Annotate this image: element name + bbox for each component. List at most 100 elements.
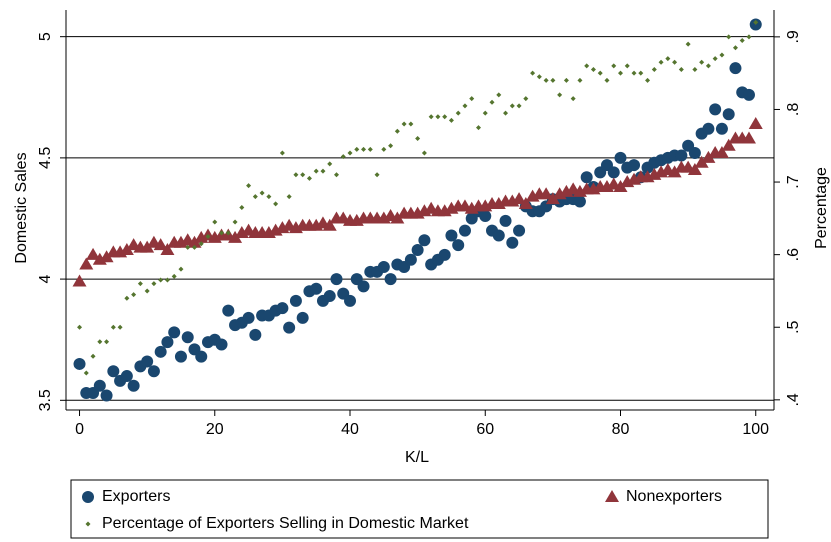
point bbox=[563, 77, 569, 83]
point bbox=[79, 257, 94, 270]
point bbox=[404, 253, 417, 266]
point bbox=[509, 103, 515, 109]
y-tick-label: 5 bbox=[37, 32, 54, 41]
point bbox=[215, 338, 228, 351]
point bbox=[228, 230, 243, 243]
point bbox=[117, 324, 123, 330]
point bbox=[384, 273, 397, 286]
point bbox=[675, 149, 688, 162]
point bbox=[573, 195, 586, 208]
point bbox=[714, 146, 729, 159]
legend-marker bbox=[82, 491, 94, 503]
point bbox=[726, 34, 732, 40]
point bbox=[539, 187, 554, 200]
point bbox=[496, 92, 502, 98]
point bbox=[212, 219, 218, 225]
point bbox=[83, 370, 89, 376]
point bbox=[205, 233, 211, 239]
point bbox=[702, 122, 715, 135]
point bbox=[354, 146, 360, 152]
point bbox=[259, 190, 265, 196]
legend-label: Percentage of Exporters Selling in Domes… bbox=[102, 515, 469, 532]
point bbox=[729, 62, 742, 75]
point bbox=[361, 146, 367, 152]
point bbox=[590, 67, 596, 73]
point bbox=[273, 201, 279, 207]
point bbox=[672, 59, 678, 65]
point bbox=[503, 110, 509, 116]
point bbox=[131, 292, 137, 298]
point bbox=[692, 67, 698, 73]
point bbox=[513, 224, 526, 237]
y2-tick-label: .9 bbox=[785, 30, 802, 43]
point bbox=[741, 131, 756, 144]
point bbox=[147, 365, 160, 378]
point bbox=[516, 103, 522, 109]
legend-label: Exporters bbox=[102, 488, 170, 505]
point bbox=[195, 350, 208, 363]
point bbox=[645, 77, 651, 83]
point bbox=[719, 52, 725, 58]
point bbox=[374, 172, 380, 178]
point bbox=[127, 379, 140, 392]
point bbox=[266, 194, 272, 200]
point bbox=[381, 146, 387, 152]
x-tick-label: 60 bbox=[476, 421, 494, 438]
x-tick-label: 80 bbox=[612, 421, 630, 438]
point bbox=[445, 229, 458, 242]
point bbox=[333, 172, 339, 178]
point bbox=[721, 138, 736, 151]
point bbox=[313, 168, 319, 174]
point bbox=[187, 235, 202, 248]
point bbox=[687, 163, 702, 175]
point bbox=[452, 239, 465, 252]
point bbox=[153, 238, 168, 251]
point bbox=[748, 116, 763, 129]
legend-label: Nonexporters bbox=[626, 488, 722, 505]
point bbox=[742, 88, 755, 101]
point bbox=[665, 56, 671, 62]
point bbox=[530, 70, 536, 76]
point bbox=[289, 294, 302, 307]
point bbox=[320, 168, 326, 174]
y-tick-label: 3.5 bbox=[37, 389, 54, 411]
point bbox=[181, 331, 194, 344]
point bbox=[604, 77, 610, 83]
point bbox=[390, 211, 405, 224]
point bbox=[607, 166, 620, 179]
point bbox=[252, 194, 258, 200]
point bbox=[119, 243, 134, 255]
point bbox=[705, 63, 711, 69]
point bbox=[479, 210, 492, 223]
x-tick-label: 0 bbox=[75, 421, 84, 438]
point bbox=[164, 277, 170, 283]
point bbox=[144, 288, 150, 294]
point bbox=[577, 77, 583, 83]
point bbox=[518, 196, 533, 209]
point bbox=[732, 45, 738, 51]
x-tick-label: 40 bbox=[341, 421, 359, 438]
point bbox=[597, 70, 603, 76]
point bbox=[100, 389, 113, 402]
point bbox=[651, 67, 657, 73]
point bbox=[499, 214, 512, 227]
point bbox=[154, 345, 167, 358]
point bbox=[685, 41, 691, 47]
point bbox=[699, 59, 705, 65]
point bbox=[327, 161, 333, 167]
point bbox=[141, 355, 154, 368]
point bbox=[72, 274, 87, 287]
legend-box bbox=[70, 479, 769, 539]
point bbox=[300, 172, 306, 178]
point bbox=[90, 353, 96, 359]
point bbox=[73, 357, 86, 370]
point bbox=[611, 63, 617, 69]
point bbox=[249, 328, 262, 341]
point bbox=[388, 143, 394, 149]
y-tick-label: 4.5 bbox=[37, 147, 54, 169]
point bbox=[458, 224, 471, 237]
point bbox=[448, 117, 454, 123]
y2-tick-label: .4 bbox=[785, 393, 802, 406]
